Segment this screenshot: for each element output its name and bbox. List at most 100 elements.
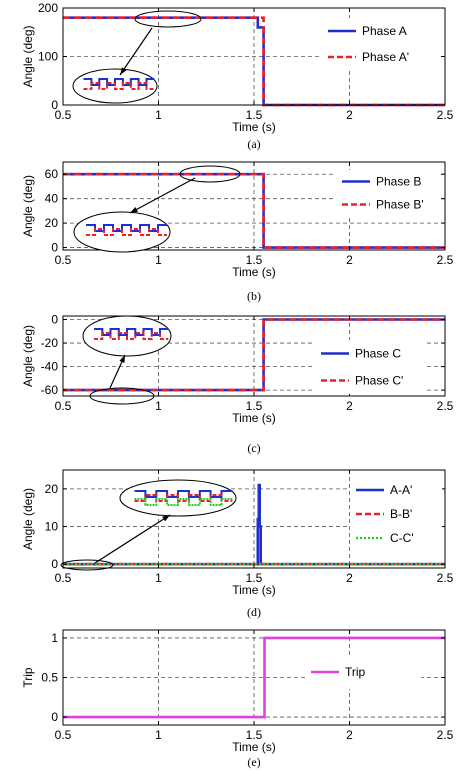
y-tick-label: 200	[38, 1, 58, 15]
zoom-arrow	[129, 177, 196, 214]
x-tick-label: 2.5	[437, 728, 454, 742]
y-tick-label: 1	[51, 631, 58, 645]
y-tick-label: 100	[38, 50, 58, 64]
legend-box	[315, 340, 425, 394]
x-axis-label: Time (s)	[232, 740, 276, 754]
x-axis-label: Time (s)	[232, 411, 276, 425]
legend: Trip	[305, 655, 421, 689]
y-tick-label: 10	[45, 520, 59, 534]
zoom-arrow-head	[162, 515, 170, 522]
series-line-phase-b	[63, 172, 445, 249]
legend-label: A-A'	[390, 483, 412, 497]
series-line-a-a	[63, 483, 445, 566]
x-tick-label: 0.5	[55, 571, 72, 585]
x-tick-label: 0.5	[55, 253, 72, 267]
x-tick-label: 1.5	[246, 728, 263, 742]
x-tick-label: 2	[346, 399, 353, 413]
x-tick-label: 2.5	[437, 399, 454, 413]
x-tick-label: 1.5	[246, 108, 263, 122]
y-tick-label: 60	[45, 167, 59, 181]
x-tick-label: 2	[346, 108, 353, 122]
legend-label: B-B'	[390, 507, 412, 521]
y-tick-label: 0	[51, 241, 58, 255]
legend-box	[322, 18, 440, 70]
series-line-phase-c	[63, 318, 445, 392]
y-tick-label: 20	[45, 482, 59, 496]
y-axis-label: Trip	[21, 667, 35, 688]
zoom-arrow	[119, 27, 153, 76]
legend-box	[336, 170, 440, 216]
x-tick-label: 2.5	[437, 108, 454, 122]
y-tick-label: 0	[51, 710, 58, 724]
zoom-annotation	[60, 479, 237, 571]
x-tick-label: 2	[346, 571, 353, 585]
y-tick-label: 40	[45, 192, 59, 206]
x-tick-label: 1.5	[246, 253, 263, 267]
x-tick-label: 1	[155, 571, 162, 585]
zoom-inset-trace	[134, 498, 233, 506]
x-tick-label: 2.5	[437, 571, 454, 585]
y-tick-label: -60	[41, 383, 59, 397]
y-axis-label: Angle (deg)	[21, 175, 35, 237]
x-tick-label: 1	[155, 253, 162, 267]
x-tick-label: 1	[155, 399, 162, 413]
zoom-inset-trace	[94, 328, 169, 336]
legend: Phase A Phase A'	[322, 18, 440, 70]
zoom-arrow-head	[119, 355, 125, 363]
y-tick-label: 0	[51, 98, 58, 112]
legend-label: Phase A	[362, 24, 407, 38]
x-tick-label: 2.5	[437, 253, 454, 267]
zoom-arrow-head	[130, 207, 138, 213]
zoom-inset-trace	[134, 494, 233, 502]
x-tick-label: 1	[155, 108, 162, 122]
zoom-inset-trace	[83, 78, 155, 86]
legend: Phase C Phase C'	[315, 340, 425, 394]
x-tick-label: 2	[346, 728, 353, 742]
zoom-annotation	[73, 165, 241, 253]
y-axis-label: Angle (deg)	[21, 488, 35, 550]
legend-label: Phase C	[355, 347, 401, 361]
chart-panel-3: 0.5 1 1.5 2 2.5 0 10 20 Time (s) Angle (deg) (d) A-…	[21, 469, 454, 619]
x-axis-label: Time (s)	[232, 583, 276, 597]
y-axis-label: Angle (deg)	[21, 325, 35, 387]
zoom-arrow-head	[120, 67, 127, 75]
y-tick-label: 0	[51, 557, 58, 571]
x-tick-label: 1.5	[246, 399, 263, 413]
zoom-source-ellipse	[60, 559, 114, 571]
zoom-arrow	[94, 514, 171, 564]
zoom-source-ellipse	[134, 10, 202, 28]
legend: Phase B Phase B'	[336, 170, 440, 216]
legend: A-A' B-B' C-C'	[350, 478, 442, 550]
chart-panel-0: 0.5 1 1.5 2 2.5 0 100 200 Time (s) Angle (deg) (a)…	[21, 1, 454, 151]
x-tick-label: 1.5	[246, 571, 263, 585]
legend-label: C-C'	[390, 531, 414, 545]
y-axis-label: Angle (deg)	[21, 25, 35, 87]
legend-label: Phase C'	[355, 374, 403, 388]
panel-caption: (b)	[247, 289, 261, 303]
panel-caption: (a)	[247, 137, 260, 151]
zoom-inset-trace	[94, 332, 169, 340]
zoom-inset-trace	[83, 82, 155, 90]
chart-panel-1: 0.5 1 1.5 2 2.5 0 20 40 60 Time (s) Angle (deg) (b)…	[21, 161, 454, 303]
zoom-inset-trace	[86, 224, 167, 232]
y-tick-label: -20	[41, 336, 59, 350]
y-tick-label: 0.5	[41, 671, 58, 685]
x-axis-label: Time (s)	[232, 265, 276, 279]
x-tick-label: 1	[155, 728, 162, 742]
legend-label: Trip	[345, 665, 366, 679]
x-axis-label: Time (s)	[232, 120, 276, 134]
y-tick-label: -40	[41, 360, 59, 374]
legend-label: Phase B'	[376, 198, 424, 212]
x-tick-label: 0.5	[55, 728, 72, 742]
y-tick-label: 0	[51, 313, 58, 327]
legend-label: Phase A'	[362, 50, 409, 64]
legend-label: Phase B	[376, 175, 421, 189]
x-tick-label: 0.5	[55, 399, 72, 413]
zoom-annotation	[72, 10, 202, 104]
zoom-annotation	[82, 315, 172, 405]
series-line-trip	[63, 636, 445, 719]
x-tick-label: 2	[346, 253, 353, 267]
panel-caption: (d)	[247, 605, 261, 619]
chart-panel-2: 0.5 1 1.5 2 2.5 -60 -40 -20 0 Time (s) Angle (deg)…	[21, 313, 454, 455]
